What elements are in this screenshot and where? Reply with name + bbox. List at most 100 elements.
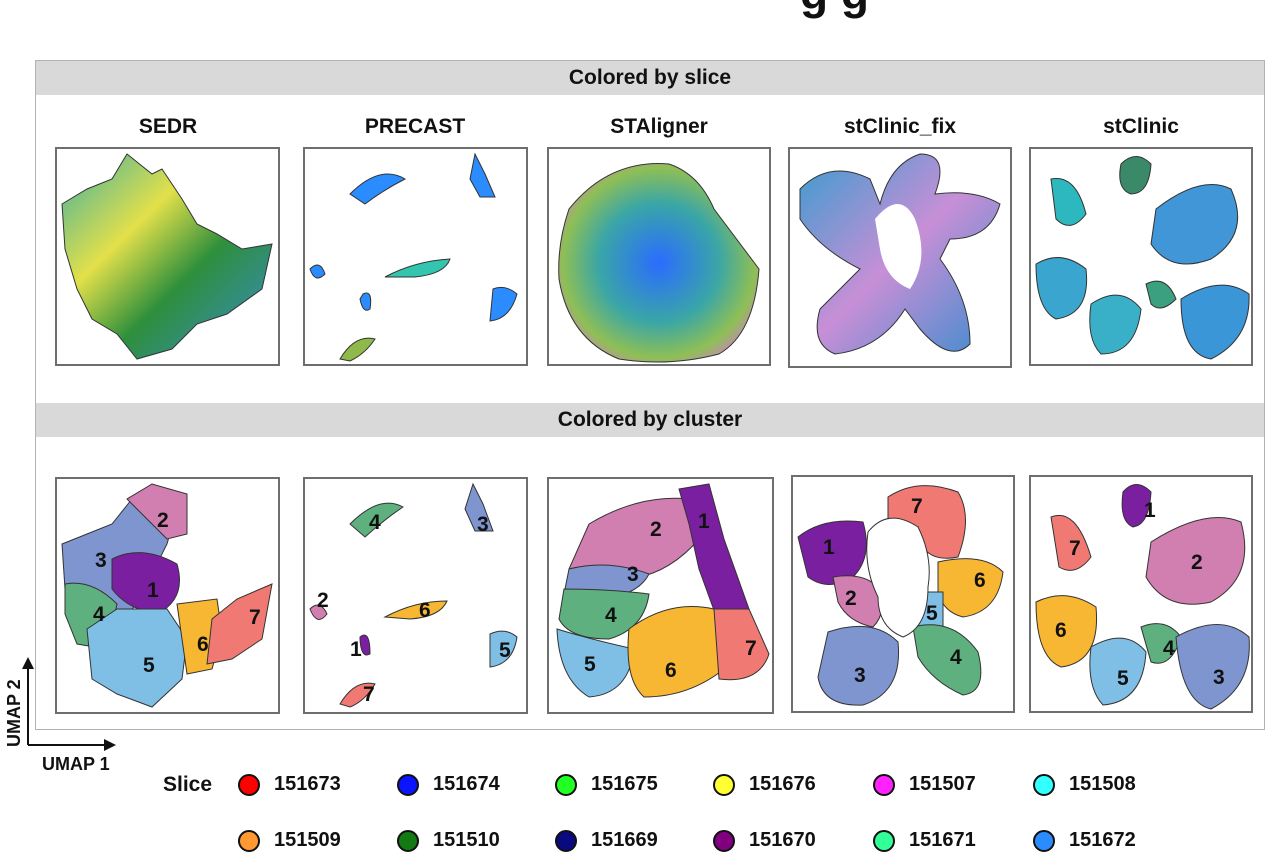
legend-label: 151671 [909, 829, 976, 851]
umap-blob [1180, 284, 1250, 360]
cluster-label: 6 [974, 569, 986, 592]
legend-swatch [555, 829, 577, 852]
cluster-label: 6 [1055, 619, 1067, 642]
cluster-label: 1 [147, 579, 159, 602]
umap-cluster [349, 502, 404, 538]
umap-cluster [86, 608, 188, 708]
umap-cluster [1121, 484, 1152, 528]
legend-item: 151507 [873, 773, 976, 796]
legend-swatch [713, 773, 735, 796]
legend-label: 151510 [433, 829, 500, 851]
umap-blob [339, 337, 376, 362]
legend-swatch [238, 829, 260, 852]
umap-blob [1089, 294, 1142, 355]
umap-axes: UMAP 2 UMAP 1 [4, 657, 116, 774]
banner-colored-by-cluster: Colored by cluster [36, 403, 1264, 437]
umap-blob [1050, 177, 1087, 226]
umap-cluster [1145, 517, 1246, 605]
cluster-label: 7 [911, 495, 923, 518]
legend-label: 151674 [433, 773, 500, 795]
legend-label: 151670 [749, 829, 816, 851]
cluster-label: 4 [1163, 637, 1175, 660]
legend-swatch [555, 773, 577, 796]
legend-item: 151674 [397, 773, 500, 796]
cluster-label: 1 [698, 510, 710, 533]
umap-cluster [359, 634, 371, 656]
legend-swatch [713, 829, 735, 852]
panel-slice-staligner [547, 147, 771, 366]
legend-swatch [1033, 773, 1055, 796]
panel-slice-stclinic-fix [788, 147, 1012, 368]
umap-cluster [1089, 637, 1147, 706]
umap-blob [1145, 280, 1177, 309]
legend-label: 151672 [1069, 829, 1136, 851]
cluster-label: 2 [845, 587, 857, 610]
cluster-label: 2 [650, 518, 662, 541]
cluster-label: 5 [143, 654, 155, 677]
umap-blob [384, 258, 451, 278]
title-fragment: g g [800, 0, 869, 20]
umap-blob [1035, 257, 1088, 320]
y-axis-label: UMAP 2 [4, 679, 24, 747]
cluster-label: 4 [605, 604, 617, 627]
cluster-label: 3 [627, 563, 639, 586]
cluster-label: 1 [350, 638, 362, 661]
cluster-label: 5 [499, 639, 511, 662]
x-axis-label: UMAP 1 [42, 754, 110, 774]
umap-cluster [817, 625, 900, 706]
umap-cluster [339, 682, 376, 708]
cluster-label: 1 [823, 536, 835, 559]
umap-cluster [713, 608, 770, 681]
cluster-label: 7 [1069, 537, 1081, 560]
umap-blob [61, 153, 273, 360]
cluster-label: 2 [157, 509, 169, 532]
cluster-label: 4 [93, 603, 105, 626]
legend-swatch [873, 829, 895, 852]
umap-blob [1150, 184, 1239, 265]
umap-blob [558, 163, 760, 363]
legend-swatch [238, 773, 260, 796]
panel-cluster-stclinic: 1 7 2 6 4 5 3 [1029, 475, 1253, 713]
panel-cluster-precast: 4 3 2 6 1 5 7 [303, 477, 528, 714]
method-title-stclinic-fix: stClinic_fix [843, 115, 957, 138]
method-title-precast: PRECAST [364, 115, 466, 138]
legend-label: 151676 [749, 773, 816, 795]
cluster-label: 2 [317, 589, 329, 612]
legend-item: 151508 [1033, 773, 1136, 796]
cluster-label: 5 [926, 602, 938, 625]
umap-cluster [1050, 515, 1092, 571]
umap-cluster [797, 520, 867, 585]
legend-label: 151675 [591, 773, 658, 795]
umap-blob [1119, 156, 1152, 195]
legend-swatch [873, 773, 895, 796]
legend-label: 151673 [274, 773, 341, 795]
method-title-sedr: SEDR [138, 115, 198, 138]
legend-item: 151672 [1033, 829, 1136, 852]
panel-cluster-stclinic-fix: 7 1 6 2 5 4 3 [791, 475, 1015, 713]
method-title-staligner: STAligner [610, 115, 708, 138]
umap-blob [349, 173, 407, 205]
legend-swatch [1033, 829, 1055, 852]
umap-cluster [206, 583, 273, 665]
legend-label: 151508 [1069, 773, 1136, 795]
legend-label: 151509 [274, 829, 341, 851]
legend-swatch [397, 829, 419, 852]
umap-cluster [309, 604, 328, 620]
panel-slice-sedr [55, 147, 280, 366]
umap-blob [469, 152, 496, 198]
panel-cluster-sedr: 2 3 1 4 6 7 5 [55, 477, 280, 714]
umap-cluster [111, 552, 180, 615]
legend-item: 151673 [238, 773, 341, 796]
panel-slice-stclinic [1029, 147, 1253, 366]
legend-item: 151509 [238, 829, 341, 852]
umap-cluster [912, 624, 982, 696]
legend-item: 151669 [555, 829, 658, 852]
legend-label: 151507 [909, 773, 976, 795]
umap-cluster [464, 482, 494, 532]
umap-blob [309, 264, 326, 279]
umap-cluster [383, 600, 448, 620]
legend-title: Slice [163, 773, 213, 796]
umap-cluster [678, 483, 750, 625]
legend-label: 151669 [591, 829, 658, 851]
umap-cluster [627, 606, 725, 698]
